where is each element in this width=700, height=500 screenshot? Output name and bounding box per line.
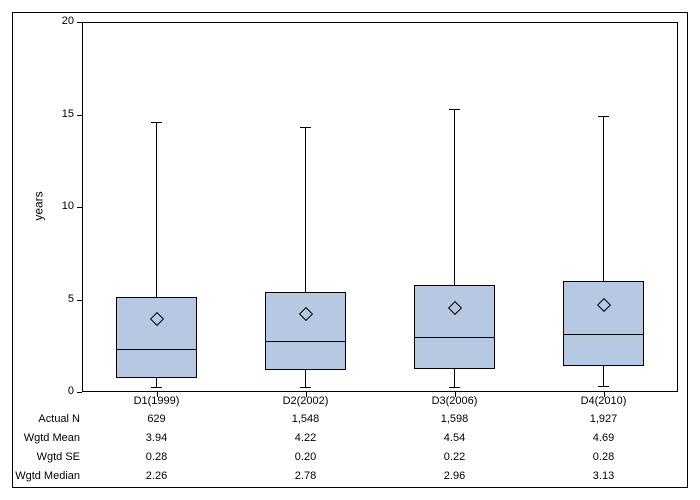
box [563, 281, 645, 366]
whisker-cap-low [449, 387, 460, 388]
whisker-cap-high [300, 127, 311, 128]
category-label: D4(2010) [529, 395, 678, 407]
mean-marker [599, 300, 609, 310]
y-tick-label: 15 [62, 108, 74, 120]
mean-marker [152, 314, 162, 324]
whisker-lower [156, 378, 157, 387]
table-cell: 0.28 [82, 451, 231, 463]
table-cell: 1,598 [380, 413, 529, 425]
table-cell: 2.26 [82, 470, 231, 482]
table-cell: 0.20 [231, 451, 380, 463]
y-tick [77, 207, 82, 208]
box [116, 297, 198, 378]
y-tick [77, 300, 82, 301]
whisker-upper [156, 122, 157, 297]
table-cell: 3.94 [82, 432, 231, 444]
table-row-label: Actual N [0, 413, 80, 425]
y-tick-label: 20 [62, 15, 74, 27]
whisker-upper [305, 127, 306, 292]
table-cell: 4.54 [380, 432, 529, 444]
whisker-lower [603, 366, 604, 386]
table-row-label: Wgtd Median [0, 470, 80, 482]
category-label: D2(2002) [231, 395, 380, 407]
whisker-cap-low [300, 387, 311, 388]
y-tick-label: 0 [68, 385, 74, 397]
mean-marker [450, 303, 460, 313]
y-tick [77, 22, 82, 23]
table-row-label: Wgtd Mean [0, 432, 80, 444]
median-line [116, 349, 198, 350]
category-label: D3(2006) [380, 395, 529, 407]
whisker-cap-high [598, 116, 609, 117]
whisker-cap-high [449, 109, 460, 110]
table-cell: 2.96 [380, 470, 529, 482]
y-tick [77, 115, 82, 116]
table-cell: 629 [82, 413, 231, 425]
whisker-cap-high [151, 122, 162, 123]
median-line [265, 341, 347, 342]
y-axis-label: years [32, 191, 46, 220]
box [265, 292, 347, 370]
table-cell: 1,927 [529, 413, 678, 425]
category-label: D1(1999) [82, 395, 231, 407]
table-row-label: Wgtd SE [0, 451, 80, 463]
table-cell: 3.13 [529, 470, 678, 482]
y-tick [77, 392, 82, 393]
table-cell: 2.78 [231, 470, 380, 482]
whisker-cap-low [598, 386, 609, 387]
whisker-cap-low [151, 387, 162, 388]
table-cell: 4.69 [529, 432, 678, 444]
y-tick-label: 5 [68, 293, 74, 305]
whisker-lower [454, 369, 455, 388]
table-cell: 4.22 [231, 432, 380, 444]
table-cell: 1,548 [231, 413, 380, 425]
whisker-upper [603, 116, 604, 281]
mean-marker [301, 309, 311, 319]
whisker-lower [305, 370, 306, 388]
median-line [414, 337, 496, 338]
median-line [563, 334, 645, 335]
table-cell: 0.22 [380, 451, 529, 463]
y-tick-label: 10 [62, 200, 74, 212]
table-cell: 0.28 [529, 451, 678, 463]
whisker-upper [454, 109, 455, 285]
box [414, 285, 496, 369]
